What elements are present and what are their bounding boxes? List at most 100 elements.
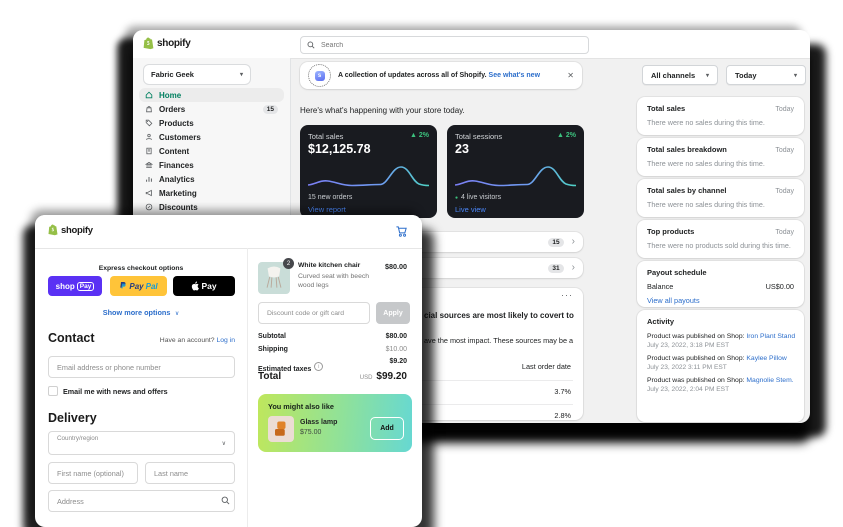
sidebar-item-home[interactable]: Home xyxy=(139,88,284,102)
sidebar-item-label: Analytics xyxy=(159,174,195,184)
section-body: There were no sales during this time. xyxy=(647,159,765,168)
rp-top-products: Top products Today There were no products… xyxy=(637,220,804,258)
sidebar-item-label: Customers xyxy=(159,132,201,142)
section-meta: Today xyxy=(775,106,794,113)
rp-payout-schedule: Payout schedule Balance US$0.00 View all… xyxy=(637,261,804,307)
divider xyxy=(310,380,573,381)
view-all-payouts-link[interactable]: View all payouts xyxy=(647,296,700,305)
sidebar-item-orders[interactable]: Orders 15 xyxy=(139,102,284,116)
section-title: Top products xyxy=(647,227,695,236)
paypal-button[interactable]: Pay Pal xyxy=(110,276,167,296)
country-select[interactable]: Country/region ∨ xyxy=(48,431,235,455)
sidebar-item-label: Home xyxy=(159,90,182,100)
upsell-product-image xyxy=(268,416,294,442)
last-name-field[interactable] xyxy=(145,462,235,484)
orders-icon xyxy=(146,106,152,113)
add-button[interactable]: Add xyxy=(370,417,404,440)
product-thumbnail: 2 xyxy=(258,258,294,294)
insight-row-value: 2.8% xyxy=(554,411,571,420)
login-link[interactable]: Log in xyxy=(216,337,235,344)
section-body: There were no sales during this time. xyxy=(647,200,765,209)
search-icon xyxy=(307,41,315,49)
chevron-down-icon: ∨ xyxy=(221,441,226,447)
brand-wordmark: shopify xyxy=(61,224,93,236)
chevron-right-icon: › xyxy=(571,262,575,273)
total-sessions-value: 23 xyxy=(455,142,469,156)
shopify-bag-icon xyxy=(143,37,154,50)
activity-item: Product was published on Shop: Kaylee Pi… xyxy=(647,355,794,371)
activity-date: July 23, 2022 3:11 PM EST xyxy=(647,364,727,371)
sidebar-item-content[interactable]: Content xyxy=(139,144,284,158)
discount-code-field[interactable] xyxy=(258,302,370,324)
delta-value: 2% xyxy=(418,132,429,139)
chevron-down-icon: ▾ xyxy=(793,72,797,79)
sidebar-item-label: Finances xyxy=(159,160,194,170)
sidebar-item-finances[interactable]: Finances xyxy=(139,158,284,172)
arrow-up-icon: ▲ xyxy=(409,132,417,139)
sessions-sparkline-chart xyxy=(455,166,576,187)
overflow-menu-icon[interactable]: ··· xyxy=(561,290,573,300)
show-more-options-link[interactable]: Show more options ∨ xyxy=(102,308,180,317)
sidebar-item-customers[interactable]: Customers xyxy=(139,130,284,144)
sidebar-item-label: Content xyxy=(159,146,190,156)
search-input[interactable] xyxy=(319,40,582,50)
apple-pay-button[interactable]: Pay xyxy=(173,276,235,296)
store-selector[interactable]: Fabric Geek ▾ xyxy=(143,64,251,85)
row-count-badge: 31 xyxy=(548,263,564,273)
paypal-icon xyxy=(120,282,127,289)
sidebar-item-discounts[interactable]: Discounts xyxy=(139,200,284,214)
checkout-window: shopify Express checkout options shop Pa… xyxy=(35,215,422,527)
shopify-bag-icon xyxy=(48,224,58,236)
paypal-word-pal: Pal xyxy=(145,281,158,291)
filter-label: All channels xyxy=(651,70,696,80)
apply-button[interactable]: Apply xyxy=(376,302,410,324)
contact-heading: Contact xyxy=(48,331,95,345)
channel-filter-dropdown[interactable]: All channels ▾ xyxy=(642,65,718,85)
see-whats-new-link[interactable]: See what's new xyxy=(488,72,541,79)
sidebar-item-analytics[interactable]: Analytics xyxy=(139,172,284,186)
express-checkout-label: Express checkout options xyxy=(98,265,184,272)
close-icon[interactable]: ✕ xyxy=(567,71,574,80)
caret-down-icon: ∨ xyxy=(174,311,180,317)
products-icon xyxy=(145,119,153,127)
subtotal-value: $80.00 xyxy=(385,333,407,340)
sidebar-item-label: Discounts xyxy=(159,202,198,212)
section-body: There were no products sold during this … xyxy=(647,241,791,250)
sidebar-item-products[interactable]: Products xyxy=(139,116,284,130)
section-title: Activity xyxy=(647,317,675,326)
info-icon[interactable]: i xyxy=(314,362,324,372)
finances-icon xyxy=(145,161,153,169)
paypal-word-pay: Pay xyxy=(129,281,144,291)
first-name-field[interactable] xyxy=(48,462,138,484)
address-field[interactable] xyxy=(48,490,235,512)
activity-product-link[interactable]: Magnolie Stem. xyxy=(746,377,794,384)
section-title: Total sales breakdown xyxy=(647,145,727,154)
product-description: Curved seat with beech wood legs xyxy=(298,273,370,290)
summary-divider xyxy=(247,248,248,527)
activity-product-link[interactable]: Iron Plant Stand xyxy=(746,333,796,340)
section-title: Total sales xyxy=(647,104,686,113)
newsletter-checkbox[interactable] xyxy=(48,386,58,396)
quantity-badge: 2 xyxy=(283,258,294,269)
marketing-icon xyxy=(145,189,152,197)
sidebar-item-marketing[interactable]: Marketing xyxy=(139,186,284,200)
chevron-right-icon: › xyxy=(571,236,575,247)
subtotal-label: Subtotal xyxy=(258,333,286,340)
store-name: Fabric Geek xyxy=(151,70,194,79)
section-meta: Today xyxy=(775,188,794,195)
shop-pay-button[interactable]: shop Pay xyxy=(48,276,102,296)
shopify-editions-badge: s xyxy=(308,64,331,87)
activity-product-link[interactable]: Kaylee Pillow xyxy=(746,355,787,362)
live-view-link[interactable]: Live view xyxy=(455,205,486,214)
insight-body-fragment: ave the most impact. These sources may b… xyxy=(424,336,574,345)
email-field[interactable] xyxy=(48,356,235,378)
currency-code: USD xyxy=(359,375,373,381)
activity-date: July 23, 2022, 2:04 PM EST xyxy=(647,386,730,393)
view-report-link[interactable]: View report xyxy=(308,205,346,214)
search-bar[interactable] xyxy=(300,36,589,54)
cart-icon[interactable] xyxy=(395,225,408,238)
date-filter-dropdown[interactable]: Today ▾ xyxy=(726,65,806,85)
analytics-icon xyxy=(146,177,152,182)
shop-pay-word: shop xyxy=(55,281,75,291)
section-meta: Today xyxy=(775,147,794,154)
